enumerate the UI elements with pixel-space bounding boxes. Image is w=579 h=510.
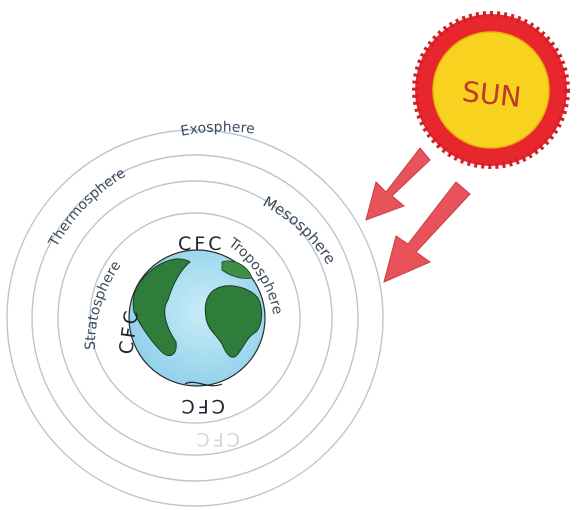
sun: SUN (412, 11, 570, 169)
label-mesosphere: Mesosphere (260, 193, 339, 268)
label-exosphere: Exosphere (179, 119, 255, 139)
ring-mesosphere (57, 180, 333, 456)
earth-land-top (221, 260, 253, 279)
ring-exosphere (6, 129, 384, 507)
earth-land-right (204, 285, 263, 358)
cfc-label-top: CFC (178, 233, 224, 255)
atmosphere-rings (6, 129, 384, 507)
ring-stratosphere (89, 212, 301, 424)
label-thermosphere: Thermosphere (45, 165, 128, 250)
ring-thermosphere (31, 154, 359, 482)
sunray-arrow-upper (365, 147, 431, 221)
sun-body (432, 31, 550, 149)
sunray-arrows (365, 147, 471, 283)
cfc-label-faded: CFC (194, 428, 240, 450)
earth-coast-bottom (184, 381, 223, 387)
sunray-arrow-lower (383, 181, 471, 283)
earth-land-left (132, 258, 191, 357)
earth (128, 249, 266, 387)
cfc-label-bottom: CFC (179, 395, 225, 417)
sun-label: SUN (460, 75, 522, 114)
